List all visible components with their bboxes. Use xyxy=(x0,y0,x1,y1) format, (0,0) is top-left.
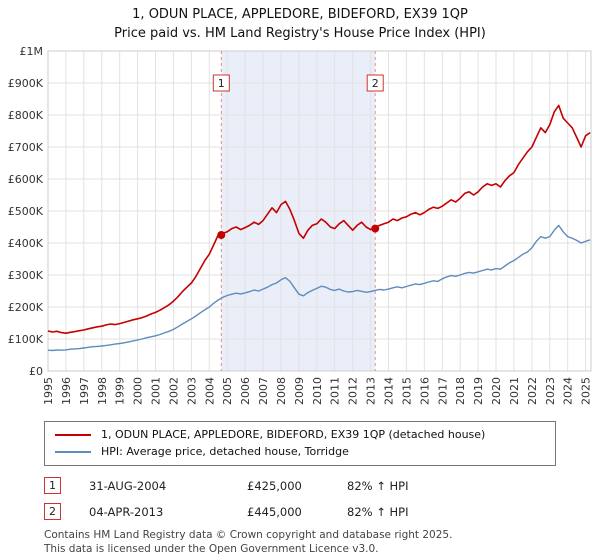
hpi-line-sample xyxy=(55,450,91,453)
svg-text:2023: 2023 xyxy=(544,377,557,405)
sale-annotation-row: 2 04-APR-2013 £445,000 82% ↑ HPI xyxy=(44,503,556,520)
svg-text:£200K: £200K xyxy=(8,301,44,314)
legend-label-hpi: HPI: Average price, detached house, Torr… xyxy=(101,445,349,458)
svg-text:1999: 1999 xyxy=(114,377,127,405)
license-line-2: This data is licensed under the Open Gov… xyxy=(44,542,379,555)
svg-text:2019: 2019 xyxy=(472,377,485,405)
svg-text:2001: 2001 xyxy=(150,377,163,405)
svg-text:£1M: £1M xyxy=(20,45,44,58)
legend-label-property: 1, ODUN PLACE, APPLEDORE, BIDEFORD, EX39… xyxy=(101,428,486,441)
sale-1-number-badge: 1 xyxy=(44,477,61,494)
svg-text:1997: 1997 xyxy=(78,377,91,405)
sale-1-hpi-change: 82% ↑ HPI xyxy=(347,478,409,493)
svg-text:£0: £0 xyxy=(29,365,43,378)
sale-2-number-badge: 2 xyxy=(44,503,61,520)
svg-text:2015: 2015 xyxy=(400,377,413,405)
svg-text:2011: 2011 xyxy=(329,377,342,405)
svg-text:2008: 2008 xyxy=(275,377,288,405)
svg-text:1: 1 xyxy=(218,77,225,90)
license-line-1: Contains HM Land Registry data © Crown c… xyxy=(44,529,453,541)
legend-item-hpi: HPI: Average price, detached house, Torr… xyxy=(55,443,545,460)
legend: 1, ODUN PLACE, APPLEDORE, BIDEFORD, EX39… xyxy=(44,421,556,466)
legend-item-property: 1, ODUN PLACE, APPLEDORE, BIDEFORD, EX39… xyxy=(55,426,545,443)
svg-text:£100K: £100K xyxy=(8,333,44,346)
svg-text:£700K: £700K xyxy=(8,141,44,154)
svg-text:2013: 2013 xyxy=(365,377,378,405)
svg-text:2005: 2005 xyxy=(221,377,234,405)
sale-annotation-row: 1 31-AUG-2004 £425,000 82% ↑ HPI xyxy=(44,477,556,494)
svg-text:2002: 2002 xyxy=(167,377,180,405)
page-subtitle: Price paid vs. HM Land Registry's House … xyxy=(114,26,486,41)
sale-point-dot xyxy=(371,224,380,233)
sale-1-date: 31-AUG-2004 xyxy=(89,478,167,493)
page-title: 1, ODUN PLACE, APPLEDORE, BIDEFORD, EX39… xyxy=(132,7,468,22)
svg-text:1995: 1995 xyxy=(42,377,55,405)
svg-text:2014: 2014 xyxy=(383,377,396,405)
svg-text:2021: 2021 xyxy=(508,377,521,405)
svg-text:2017: 2017 xyxy=(436,377,449,405)
chart-header: 1, ODUN PLACE, APPLEDORE, BIDEFORD, EX39… xyxy=(0,0,600,41)
sale-2-date: 04-APR-2013 xyxy=(89,504,164,519)
svg-text:2: 2 xyxy=(372,77,379,90)
sale-1-price: £425,000 xyxy=(247,478,302,493)
svg-text:2009: 2009 xyxy=(293,377,306,405)
svg-text:2018: 2018 xyxy=(454,377,467,405)
svg-text:1998: 1998 xyxy=(96,377,109,405)
svg-text:£900K: £900K xyxy=(8,77,44,90)
svg-text:£800K: £800K xyxy=(8,109,44,122)
sale-2-hpi-change: 82% ↑ HPI xyxy=(347,504,409,519)
sale-number-box xyxy=(366,74,384,92)
svg-text:2007: 2007 xyxy=(257,377,270,405)
svg-text:2010: 2010 xyxy=(311,377,324,405)
sale-point-dot xyxy=(217,231,226,239)
svg-text:£300K: £300K xyxy=(8,269,44,282)
property-price-line xyxy=(47,104,591,335)
hpi-average-line xyxy=(47,224,591,352)
price-history-chart: £0 £100K £200K £300K £400K £500K £600K £700K £80… xyxy=(8,45,593,405)
sale-number-box xyxy=(212,74,230,92)
svg-text:2016: 2016 xyxy=(418,377,431,405)
svg-text:2006: 2006 xyxy=(239,377,252,405)
sale-2-price: £445,000 xyxy=(247,504,302,519)
svg-text:2012: 2012 xyxy=(347,377,360,405)
svg-text:£500K: £500K xyxy=(8,205,44,218)
license-footer: Contains HM Land Registry data © Crown c… xyxy=(44,529,600,556)
svg-text:2003: 2003 xyxy=(185,377,198,405)
svg-text:2020: 2020 xyxy=(490,377,503,405)
svg-text:2024: 2024 xyxy=(562,377,575,405)
svg-text:2025: 2025 xyxy=(580,377,593,405)
svg-text:2022: 2022 xyxy=(526,377,539,405)
svg-text:2000: 2000 xyxy=(132,377,145,405)
svg-text:£600K: £600K xyxy=(8,173,44,186)
svg-text:2004: 2004 xyxy=(203,377,216,405)
svg-text:1996: 1996 xyxy=(60,377,73,405)
property-line-sample xyxy=(55,433,91,436)
sale-annotations: 1 31-AUG-2004 £425,000 82% ↑ HPI 2 04-AP… xyxy=(44,477,556,520)
svg-text:£400K: £400K xyxy=(8,237,44,250)
